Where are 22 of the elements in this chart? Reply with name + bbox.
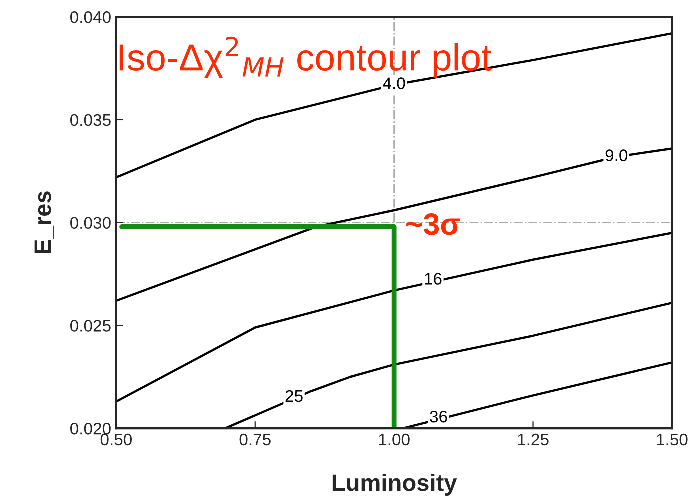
x-axis-title: Luminosity bbox=[332, 474, 458, 496]
x-tick-label: 1.00 bbox=[379, 434, 410, 446]
y-tick-label: 0.020 bbox=[70, 422, 111, 435]
line-series bbox=[224, 302, 672, 429]
annotation: 9.0 bbox=[606, 150, 628, 162]
x-tick-label: 0.50 bbox=[100, 434, 132, 446]
x-tick-label: 1.25 bbox=[518, 434, 549, 446]
y-axis-title: E_res bbox=[34, 192, 54, 254]
y-tick-label: 0.035 bbox=[70, 114, 111, 126]
y-tick-label: 0.040 bbox=[70, 12, 111, 24]
annotation: 36 bbox=[430, 410, 448, 423]
x-tick-label: 0.75 bbox=[240, 434, 271, 446]
y-tick-label: 0.025 bbox=[70, 320, 111, 332]
annotation: ~3σ bbox=[406, 214, 460, 236]
line-series bbox=[116, 32, 672, 179]
line-series bbox=[116, 148, 672, 302]
x-tick-label: 1.50 bbox=[657, 434, 688, 446]
annotation: 25 bbox=[286, 390, 303, 402]
y-tick-label: 0.030 bbox=[70, 217, 111, 230]
annotation: 4.0 bbox=[383, 78, 406, 90]
annotation: 16 bbox=[425, 273, 442, 285]
text: Iso-Δχ$^{2}$$_{MH}$ contour plot bbox=[120, 36, 492, 78]
